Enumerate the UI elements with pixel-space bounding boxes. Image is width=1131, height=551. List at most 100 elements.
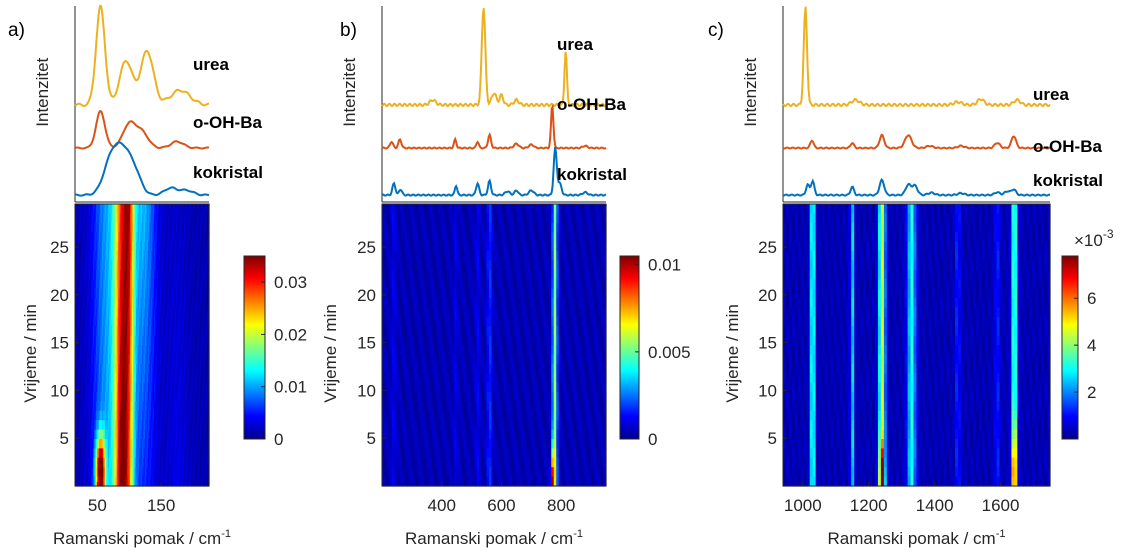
heatmap-cell bbox=[198, 410, 201, 421]
heatmap-cell bbox=[203, 288, 206, 299]
heatmap-cell bbox=[119, 269, 122, 280]
heatmap-cell bbox=[77, 382, 81, 393]
heatmap-cell bbox=[466, 251, 470, 261]
heatmap-cell bbox=[491, 354, 495, 365]
heatmap-cell bbox=[195, 345, 198, 355]
heatmap-cell bbox=[104, 335, 107, 346]
heatmap-cell bbox=[421, 335, 425, 346]
heatmap-cell bbox=[162, 222, 165, 233]
heatmap-cell bbox=[159, 448, 162, 459]
heatmap-cell bbox=[401, 326, 405, 337]
heatmap-cell bbox=[511, 222, 515, 233]
heatmap-cell bbox=[189, 279, 192, 290]
heatmap-cell bbox=[159, 476, 162, 487]
heatmap-cell bbox=[386, 392, 391, 402]
heatmap-cell bbox=[399, 316, 403, 327]
heatmap-cell bbox=[143, 439, 146, 449]
heatmap-cell bbox=[409, 354, 413, 365]
heatmap-cell bbox=[406, 354, 410, 365]
heatmap-cell bbox=[189, 288, 192, 299]
heatmap-cell bbox=[107, 476, 110, 487]
heatmap-cell bbox=[174, 476, 177, 487]
heatmap-cell bbox=[77, 457, 81, 468]
heatmap-cell bbox=[561, 354, 565, 365]
heatmap-cell bbox=[523, 279, 527, 290]
heatmap-cell bbox=[451, 279, 455, 290]
heatmap-cell bbox=[104, 288, 107, 299]
heatmap-cell bbox=[593, 373, 597, 384]
heatmap-cell bbox=[104, 269, 107, 280]
heatmap-cell bbox=[528, 420, 532, 431]
heatmap-cell bbox=[501, 204, 505, 214]
heatmap-cell bbox=[156, 476, 159, 487]
heatmap-cell bbox=[394, 354, 398, 365]
heatmap-cell bbox=[75, 429, 78, 440]
heatmap-cell bbox=[164, 373, 167, 384]
heatmap-cell bbox=[118, 307, 121, 318]
heatmap-cell bbox=[414, 269, 418, 280]
heatmap-cell bbox=[98, 410, 101, 421]
heatmap-cell bbox=[464, 298, 468, 308]
heatmap-cell bbox=[177, 279, 180, 290]
heatmap-cell bbox=[446, 373, 450, 384]
heatmap-cell bbox=[150, 420, 154, 431]
heatmap-cell bbox=[204, 457, 207, 468]
heatmap-cell bbox=[553, 251, 557, 261]
heatmap-cell bbox=[153, 213, 156, 224]
heatmap-cell bbox=[566, 222, 570, 233]
heatmap-cell bbox=[136, 204, 139, 214]
heatmap-cell bbox=[421, 279, 425, 290]
heatmap-cell bbox=[586, 429, 590, 440]
heatmap-cell bbox=[177, 260, 180, 271]
heatmap-cell bbox=[561, 392, 565, 402]
heatmap-cell bbox=[159, 401, 162, 412]
heatmap-cell bbox=[107, 307, 110, 318]
heatmap-cell bbox=[159, 382, 162, 393]
heatmap-cell bbox=[419, 401, 423, 412]
heatmap-cell bbox=[103, 269, 106, 280]
heatmap-cell bbox=[140, 260, 143, 271]
heatmap-cell bbox=[571, 326, 575, 337]
heatmap-cell bbox=[174, 316, 177, 327]
heatmap-cell bbox=[195, 335, 198, 346]
heatmap-cell bbox=[588, 260, 592, 271]
heatmap-cell bbox=[593, 204, 597, 214]
heatmap-cell bbox=[142, 307, 145, 318]
heatmap-cell bbox=[469, 335, 473, 346]
heatmap-cell bbox=[426, 345, 430, 355]
heatmap-cell bbox=[121, 316, 124, 327]
heatmap-cell bbox=[486, 373, 490, 384]
heatmap-cell bbox=[203, 298, 206, 308]
heatmap-cell bbox=[203, 241, 206, 252]
heatmap-cell bbox=[91, 392, 94, 402]
heatmap-cell bbox=[104, 345, 107, 355]
heatmap-cell bbox=[484, 204, 488, 214]
heatmap-cell bbox=[511, 251, 515, 261]
heatmap-cell bbox=[498, 269, 503, 280]
heatmap-cell bbox=[186, 345, 189, 355]
heatmap-cell bbox=[173, 410, 176, 421]
heatmap-cell bbox=[106, 363, 109, 374]
heatmap-cell bbox=[513, 260, 517, 271]
heatmap-cell bbox=[162, 251, 165, 261]
heatmap-cell bbox=[538, 251, 542, 261]
heatmap-cell bbox=[439, 335, 443, 346]
heatmap-cell bbox=[88, 204, 91, 214]
heatmap-cell bbox=[583, 232, 587, 243]
heatmap-cell bbox=[147, 241, 151, 252]
heatmap-cell bbox=[586, 345, 590, 355]
heatmap-cell bbox=[97, 326, 100, 337]
heatmap-cell bbox=[404, 326, 408, 337]
heatmap-cell bbox=[518, 251, 522, 261]
heatmap-cell bbox=[586, 232, 590, 243]
heatmap-cell bbox=[498, 326, 503, 337]
heatmap-cell bbox=[546, 420, 550, 431]
heatmap-cell bbox=[401, 298, 405, 308]
heatmap-cell bbox=[119, 363, 122, 374]
heatmap-cell bbox=[191, 392, 194, 402]
heatmap-cell bbox=[596, 420, 600, 431]
heatmap-cell bbox=[112, 410, 115, 421]
heatmap-cell bbox=[523, 298, 527, 308]
heatmap-cell bbox=[531, 222, 535, 233]
